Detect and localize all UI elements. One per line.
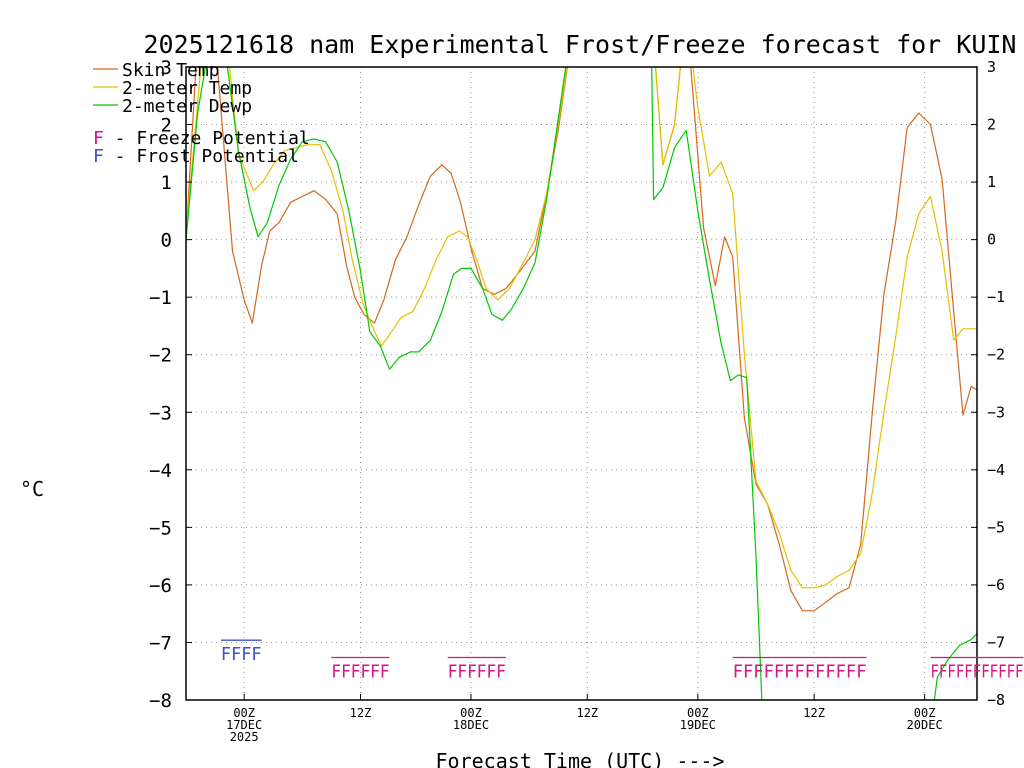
x-axis-label: Forecast Time (UTC) ---> [436, 749, 725, 768]
y-tick-label: 1 [161, 172, 172, 194]
y-tick-label: 0 [161, 230, 172, 252]
potential-legend-item: F - Frost Potential [93, 146, 299, 167]
y-tick-label-right: −8 [987, 691, 1005, 709]
y-tick-label-right: −2 [987, 346, 1005, 364]
y-axis-label: °C [20, 477, 44, 501]
y-tick-label: −8 [149, 690, 172, 712]
series-line-skin-temp [186, 10, 1024, 611]
series-group [186, 10, 1024, 729]
y-tick-label: −5 [149, 517, 172, 539]
y-tick-label-right: 0 [987, 231, 996, 249]
y-tick-label: −7 [149, 632, 172, 654]
plot-frame [186, 67, 977, 700]
y-tick-label: −2 [149, 345, 172, 367]
potential-legend-letter: F [93, 146, 104, 167]
y-tick-label: −4 [149, 460, 172, 482]
y-tick-label-right: −6 [987, 576, 1005, 594]
gridlines [186, 67, 977, 700]
y-tick-label-right: −3 [987, 403, 1005, 421]
y-tick-label-right: 2 [987, 116, 996, 134]
potential-flags-freeze: FFFFFF [448, 661, 506, 682]
y-tick-label: −6 [149, 575, 172, 597]
x-tick-label: 12Z [576, 706, 598, 720]
frost-freeze-chart: 2025121618 nam Experimental Frost/Freeze… [0, 0, 1024, 768]
chart-title: 2025121618 nam Experimental Frost/Freeze… [144, 30, 1017, 59]
potential-flags-frost: FFFF [221, 644, 262, 665]
y-tick-label-right: −7 [987, 633, 1005, 651]
y-tick-label: −1 [149, 287, 172, 309]
y-tick-label-right: −5 [987, 518, 1005, 536]
x-tick-label: 19DEC [680, 718, 716, 732]
potential-markers: FFFFFFFFFF FFFFFF FFFFFFFFFFFFF FFFFFFFFFFF [221, 640, 1024, 682]
y-tick-label-right: 1 [987, 173, 996, 191]
y-tick-label-right: −1 [987, 288, 1005, 306]
series-line-2-meter-dewp [186, 38, 1024, 729]
potential-flags-freeze: FFFFFF [331, 661, 389, 682]
potential-flags-freeze: FFFFFFFFFFFFF [733, 661, 867, 682]
x-tick-label: 20DEC [907, 718, 943, 732]
y-tick-label-right: 3 [987, 58, 996, 76]
potential-flags-freeze: FFFFFFFFFFF [930, 661, 1023, 682]
y-tick-label-right: −4 [987, 461, 1005, 479]
x-tick-label: 12Z [803, 706, 825, 720]
legend-label: 2-meter Dewp [122, 96, 252, 117]
x-tick-label: 18DEC [453, 718, 489, 732]
series-line-2-meter-temp [186, 10, 1024, 588]
x-tick-label: 12Z [350, 706, 372, 720]
x-tick-label: 2025 [230, 730, 259, 744]
y-tick-label: −3 [149, 402, 172, 424]
potential-legend-text: - Frost Potential [104, 146, 299, 167]
